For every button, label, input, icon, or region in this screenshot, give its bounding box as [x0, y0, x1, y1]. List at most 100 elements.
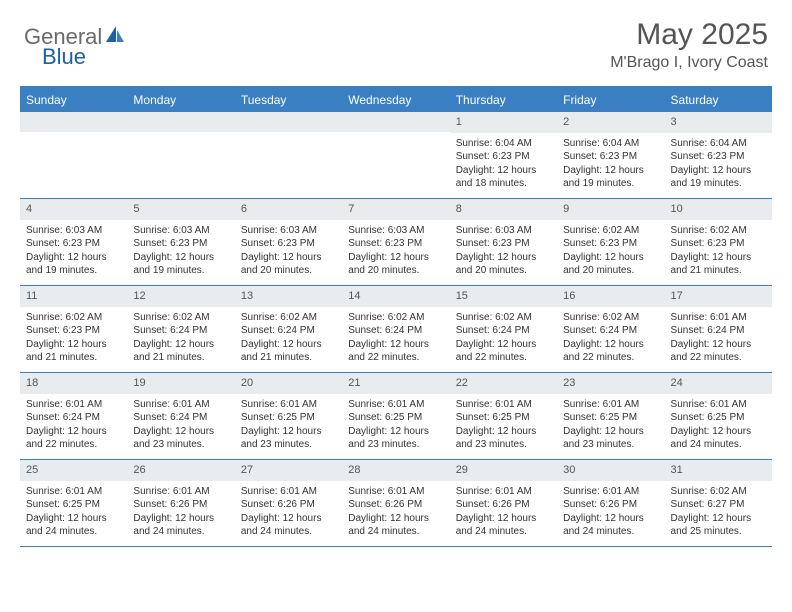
week-row: 1 Sunrise: 6:04 AMSunset: 6:23 PMDaylight… — [20, 112, 772, 199]
daylight-text: Daylight: 12 hours and 19 minutes. — [26, 251, 121, 278]
day-number: 6 — [235, 199, 342, 220]
sunset-text: Sunset: 6:26 PM — [456, 498, 551, 512]
day-cell: 16Sunrise: 6:02 AMSunset: 6:24 PMDayligh… — [557, 286, 664, 372]
sunset-text: Sunset: 6:25 PM — [348, 411, 443, 425]
day-number: 26 — [127, 460, 234, 481]
day-cell: 14Sunrise: 6:02 AMSunset: 6:24 PMDayligh… — [342, 286, 449, 372]
daylight-text: Daylight: 12 hours and 24 minutes. — [241, 512, 336, 539]
sunset-text: Sunset: 6:23 PM — [241, 237, 336, 251]
day-details: Sunrise: 6:02 AMSunset: 6:24 PMDaylight:… — [235, 307, 342, 371]
daylight-text: Daylight: 12 hours and 22 minutes. — [563, 338, 658, 365]
sunrise-text: Sunrise: 6:04 AM — [456, 137, 551, 151]
sunset-text: Sunset: 6:23 PM — [456, 237, 551, 251]
day-number: 25 — [20, 460, 127, 481]
sunrise-text: Sunrise: 6:02 AM — [241, 311, 336, 325]
day-number: 21 — [342, 373, 449, 394]
sunrise-text: Sunrise: 6:02 AM — [563, 311, 658, 325]
day-details: Sunrise: 6:01 AMSunset: 6:26 PMDaylight:… — [342, 481, 449, 545]
day-cell: 25Sunrise: 6:01 AMSunset: 6:25 PMDayligh… — [20, 460, 127, 546]
daylight-text: Daylight: 12 hours and 23 minutes. — [133, 425, 228, 452]
day-details: Sunrise: 6:02 AMSunset: 6:24 PMDaylight:… — [557, 307, 664, 371]
day-details: Sunrise: 6:01 AMSunset: 6:24 PMDaylight:… — [127, 394, 234, 458]
day-number: 24 — [665, 373, 772, 394]
empty-day-number — [342, 112, 449, 132]
sunset-text: Sunset: 6:25 PM — [456, 411, 551, 425]
day-details: Sunrise: 6:01 AMSunset: 6:25 PMDaylight:… — [235, 394, 342, 458]
day-cell: 1Sunrise: 6:04 AMSunset: 6:23 PMDaylight… — [450, 112, 557, 198]
sunrise-text: Sunrise: 6:01 AM — [348, 398, 443, 412]
day-details: Sunrise: 6:04 AMSunset: 6:23 PMDaylight:… — [665, 133, 772, 197]
weekday-header-row: SundayMondayTuesdayWednesdayThursdayFrid… — [20, 88, 772, 112]
weekday-header: Monday — [127, 88, 234, 112]
day-number: 27 — [235, 460, 342, 481]
sunset-text: Sunset: 6:23 PM — [348, 237, 443, 251]
daylight-text: Daylight: 12 hours and 22 minutes. — [456, 338, 551, 365]
sunrise-text: Sunrise: 6:01 AM — [563, 485, 658, 499]
day-details: Sunrise: 6:03 AMSunset: 6:23 PMDaylight:… — [342, 220, 449, 284]
day-details: Sunrise: 6:01 AMSunset: 6:25 PMDaylight:… — [342, 394, 449, 458]
sunrise-text: Sunrise: 6:03 AM — [26, 224, 121, 238]
sunrise-text: Sunrise: 6:01 AM — [241, 398, 336, 412]
sunrise-text: Sunrise: 6:03 AM — [348, 224, 443, 238]
weekday-header: Friday — [557, 88, 664, 112]
header: General Blue May 2025 M'Brago I, Ivory C… — [0, 0, 792, 80]
day-number: 1 — [450, 112, 557, 133]
day-details: Sunrise: 6:02 AMSunset: 6:27 PMDaylight:… — [665, 481, 772, 545]
day-number: 13 — [235, 286, 342, 307]
sunrise-text: Sunrise: 6:02 AM — [348, 311, 443, 325]
sunrise-text: Sunrise: 6:01 AM — [563, 398, 658, 412]
sunset-text: Sunset: 6:24 PM — [671, 324, 766, 338]
day-cell — [342, 112, 449, 198]
day-cell: 3Sunrise: 6:04 AMSunset: 6:23 PMDaylight… — [665, 112, 772, 198]
day-cell: 12Sunrise: 6:02 AMSunset: 6:24 PMDayligh… — [127, 286, 234, 372]
weekday-header: Tuesday — [235, 88, 342, 112]
sunset-text: Sunset: 6:25 PM — [671, 411, 766, 425]
day-cell: 18Sunrise: 6:01 AMSunset: 6:24 PMDayligh… — [20, 373, 127, 459]
daylight-text: Daylight: 12 hours and 21 minutes. — [26, 338, 121, 365]
day-number: 8 — [450, 199, 557, 220]
day-cell: 5Sunrise: 6:03 AMSunset: 6:23 PMDaylight… — [127, 199, 234, 285]
month-title: May 2025 — [610, 18, 768, 52]
sunset-text: Sunset: 6:23 PM — [133, 237, 228, 251]
sunrise-text: Sunrise: 6:01 AM — [26, 398, 121, 412]
day-details: Sunrise: 6:01 AMSunset: 6:25 PMDaylight:… — [20, 481, 127, 545]
sunrise-text: Sunrise: 6:01 AM — [671, 311, 766, 325]
sunrise-text: Sunrise: 6:03 AM — [133, 224, 228, 238]
day-number: 19 — [127, 373, 234, 394]
day-details: Sunrise: 6:01 AMSunset: 6:26 PMDaylight:… — [235, 481, 342, 545]
day-number: 7 — [342, 199, 449, 220]
sunset-text: Sunset: 6:24 PM — [348, 324, 443, 338]
day-cell: 20Sunrise: 6:01 AMSunset: 6:25 PMDayligh… — [235, 373, 342, 459]
day-cell: 26Sunrise: 6:01 AMSunset: 6:26 PMDayligh… — [127, 460, 234, 546]
day-details: Sunrise: 6:01 AMSunset: 6:26 PMDaylight:… — [450, 481, 557, 545]
sunrise-text: Sunrise: 6:04 AM — [563, 137, 658, 151]
day-cell: 17Sunrise: 6:01 AMSunset: 6:24 PMDayligh… — [665, 286, 772, 372]
daylight-text: Daylight: 12 hours and 21 minutes. — [671, 251, 766, 278]
week-row: 18Sunrise: 6:01 AMSunset: 6:24 PMDayligh… — [20, 373, 772, 460]
daylight-text: Daylight: 12 hours and 24 minutes. — [456, 512, 551, 539]
day-cell: 4Sunrise: 6:03 AMSunset: 6:23 PMDaylight… — [20, 199, 127, 285]
sunrise-text: Sunrise: 6:01 AM — [348, 485, 443, 499]
sunset-text: Sunset: 6:23 PM — [671, 237, 766, 251]
weekday-header: Saturday — [665, 88, 772, 112]
day-details: Sunrise: 6:01 AMSunset: 6:26 PMDaylight:… — [127, 481, 234, 545]
day-number: 15 — [450, 286, 557, 307]
day-details: Sunrise: 6:03 AMSunset: 6:23 PMDaylight:… — [235, 220, 342, 284]
day-number: 11 — [20, 286, 127, 307]
empty-day-number — [20, 112, 127, 132]
empty-day-number — [127, 112, 234, 132]
day-number: 12 — [127, 286, 234, 307]
sunrise-text: Sunrise: 6:01 AM — [241, 485, 336, 499]
sunset-text: Sunset: 6:24 PM — [133, 324, 228, 338]
daylight-text: Daylight: 12 hours and 22 minutes. — [671, 338, 766, 365]
day-details: Sunrise: 6:03 AMSunset: 6:23 PMDaylight:… — [127, 220, 234, 284]
day-cell: 27Sunrise: 6:01 AMSunset: 6:26 PMDayligh… — [235, 460, 342, 546]
daylight-text: Daylight: 12 hours and 20 minutes. — [563, 251, 658, 278]
daylight-text: Daylight: 12 hours and 24 minutes. — [671, 425, 766, 452]
day-cell: 28Sunrise: 6:01 AMSunset: 6:26 PMDayligh… — [342, 460, 449, 546]
week-row: 4Sunrise: 6:03 AMSunset: 6:23 PMDaylight… — [20, 199, 772, 286]
calendar-grid: SundayMondayTuesdayWednesdayThursdayFrid… — [20, 86, 772, 547]
daylight-text: Daylight: 12 hours and 19 minutes. — [563, 164, 658, 191]
day-number: 20 — [235, 373, 342, 394]
daylight-text: Daylight: 12 hours and 24 minutes. — [26, 512, 121, 539]
